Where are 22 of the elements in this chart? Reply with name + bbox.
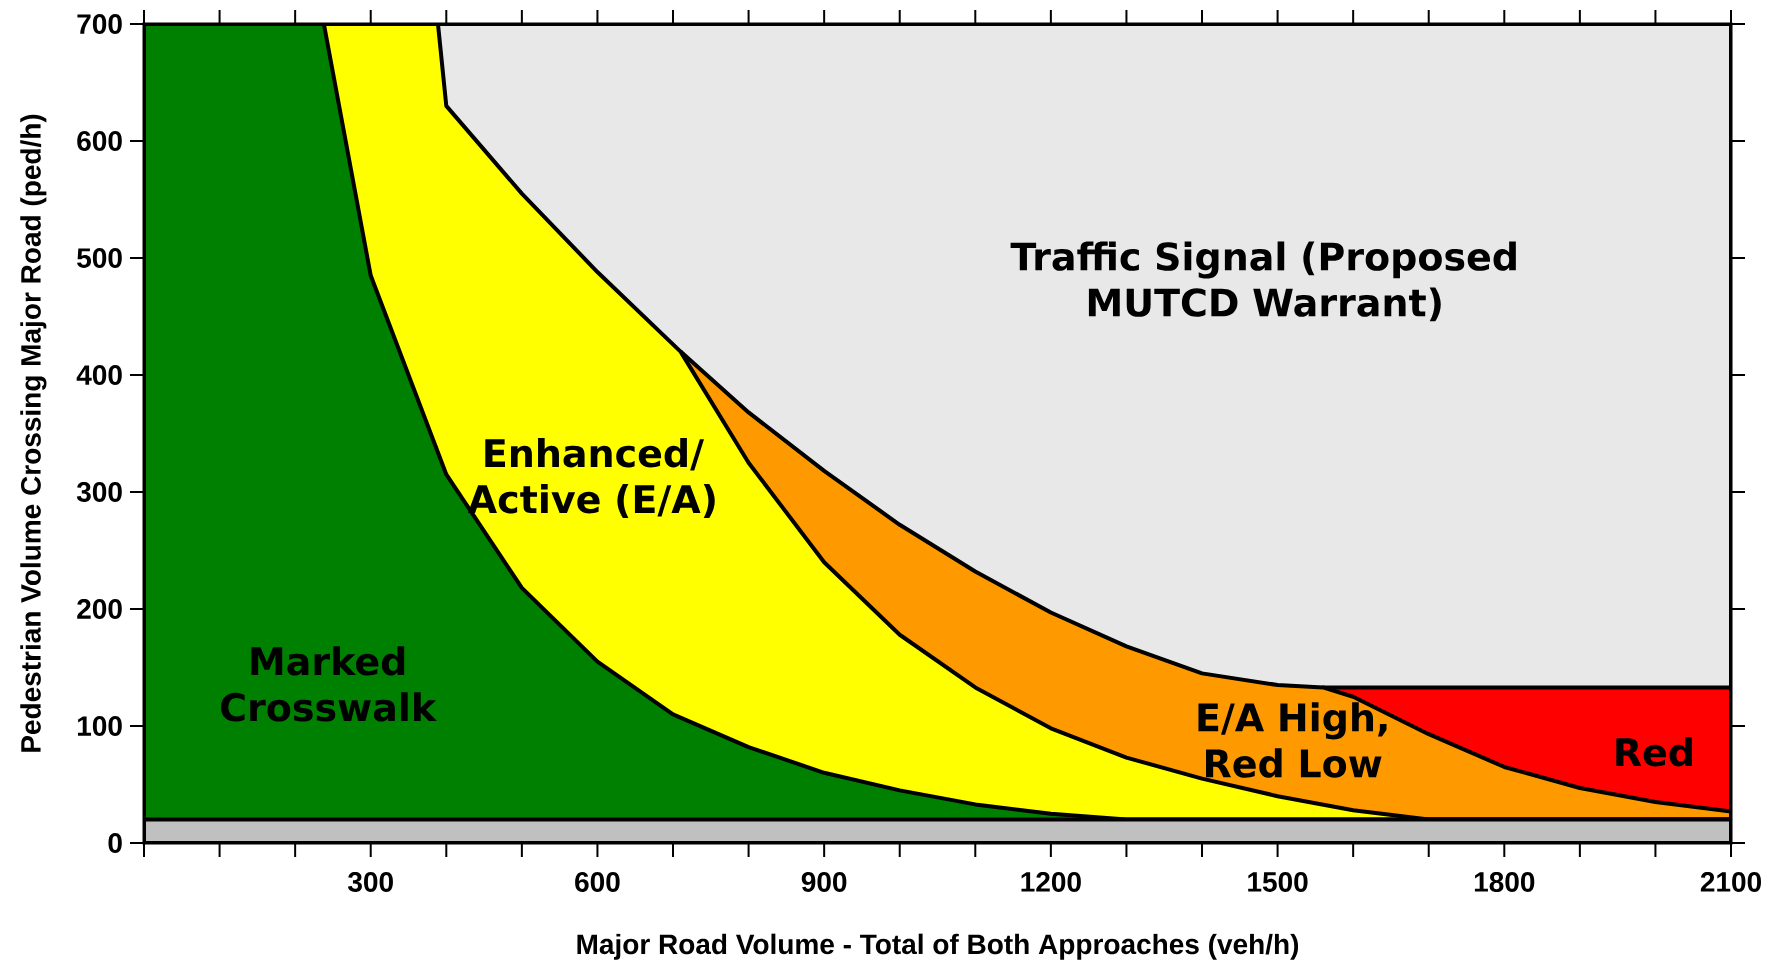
x-tick-label: 1500 [1248,872,1308,892]
y-tick-label: 700 [77,14,122,34]
y-tick-label: 400 [76,365,122,385]
x-tick-label: 600 [575,872,620,892]
y-tick-label: 600 [77,131,122,151]
y-tick-label: 0 [108,833,122,853]
x-tick-label: 1200 [1021,872,1081,892]
y-tick-label: 500 [77,248,122,268]
y-tick-label: 100 [77,716,122,736]
y-axis-title: Pedestrian Volume Crossing Major Road (ped/h) [20,114,47,752]
annotation: Enhanced/ Active (E/A) [467,438,715,518]
y-tick-label: 200 [77,599,122,619]
annotation: Traffic Signal (Proposed MUTCD Warrant) [1010,241,1516,322]
x-axis-title: Major Road Volume - Total of Both Approaches (veh/h) [577,933,1299,960]
annotation: Marked Crosswalk [221,646,437,722]
x-tick-label: 900 [801,872,847,892]
x-tick-label: 2100 [1700,872,1761,892]
y-tick-label: 300 [76,482,122,502]
x-tick-label: 1800 [1474,872,1535,892]
x-tick-label: 300 [347,872,393,892]
annotation: Red [1616,737,1692,767]
annotation: E/A High, Red Low [1198,702,1387,778]
